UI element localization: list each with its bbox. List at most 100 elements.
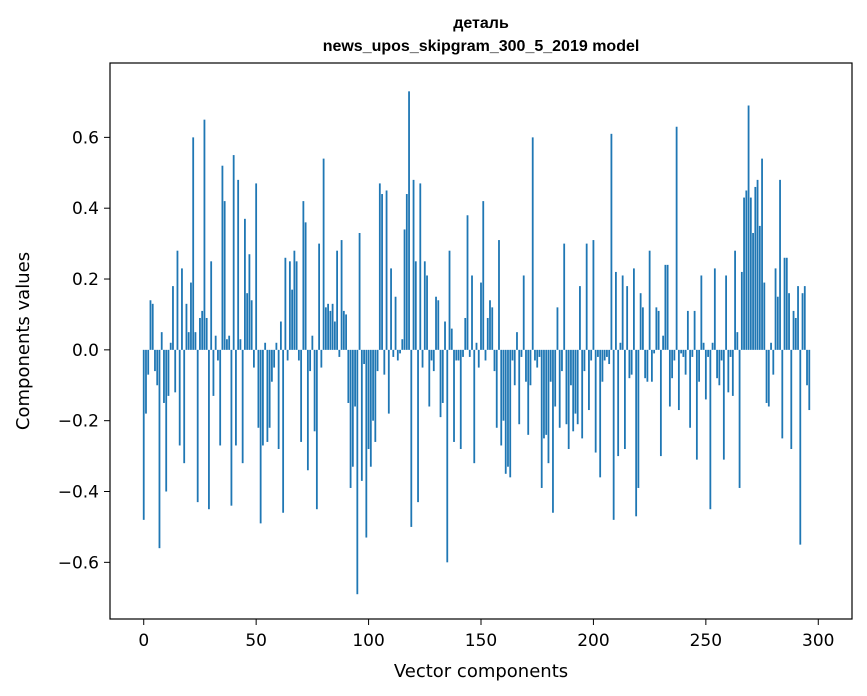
bar: [639, 293, 642, 350]
bar: [603, 349, 606, 361]
bar: [689, 349, 692, 428]
bar: [185, 303, 188, 350]
bar: [493, 349, 496, 372]
x-tick-label: 100: [352, 631, 384, 651]
bar: [378, 183, 381, 350]
bar: [408, 91, 410, 350]
bar: [770, 342, 772, 350]
bar: [226, 339, 228, 350]
bar: [174, 349, 177, 393]
bar: [351, 349, 354, 467]
bar: [543, 349, 545, 439]
bar: [286, 349, 289, 361]
bar: [498, 240, 500, 350]
bar: [772, 349, 775, 375]
bar: [783, 257, 786, 350]
bar: [318, 243, 321, 350]
bar: [399, 349, 401, 354]
bar: [781, 349, 784, 439]
bar: [756, 179, 759, 350]
bar: [210, 261, 213, 350]
bar: [412, 179, 415, 350]
bar: [630, 349, 633, 375]
bar: [531, 137, 534, 350]
bar: [387, 349, 390, 414]
x-tick-label: 300: [802, 631, 834, 651]
bar: [426, 275, 428, 350]
bar: [336, 250, 338, 350]
bar: [556, 307, 559, 350]
bar: [214, 335, 217, 350]
chart-title-line2: news_upos_skipgram_300_5_2019 model: [323, 38, 640, 55]
bar: [288, 261, 291, 350]
bar: [549, 349, 552, 382]
bar: [538, 349, 541, 357]
y-tick-label: 0.6: [72, 128, 99, 148]
bar: [561, 349, 563, 372]
bar: [475, 342, 478, 350]
bar: [183, 349, 186, 464]
bar: [311, 335, 314, 350]
bar: [484, 349, 487, 361]
x-tick-label: 150: [465, 631, 497, 651]
bar: [774, 268, 777, 350]
bar: [797, 286, 799, 350]
bar: [421, 349, 424, 368]
bar: [381, 194, 383, 350]
bar: [423, 261, 426, 350]
bar: [199, 317, 201, 350]
bar: [525, 349, 527, 382]
bar: [534, 349, 536, 361]
bar: [295, 261, 298, 350]
bar: [554, 349, 557, 407]
bar: [217, 349, 219, 361]
bar: [327, 303, 329, 350]
bar: [414, 261, 417, 350]
bar: [565, 349, 568, 425]
bar: [390, 268, 392, 350]
bar: [776, 296, 779, 350]
bar: [306, 349, 309, 471]
bar: [767, 349, 770, 407]
bar: [446, 349, 449, 563]
bar: [156, 349, 159, 386]
bar: [253, 349, 255, 368]
bar: [255, 183, 258, 350]
bar: [597, 349, 599, 357]
bar: [320, 349, 323, 368]
x-tick-label: 50: [245, 631, 267, 651]
bar: [158, 349, 161, 549]
bar: [693, 310, 696, 350]
bar: [738, 349, 741, 488]
bar: [691, 349, 694, 357]
bar: [410, 349, 413, 527]
bar: [244, 218, 246, 350]
bar: [576, 349, 579, 425]
bar: [601, 349, 604, 382]
bar: [459, 349, 462, 450]
bar: [617, 349, 620, 457]
bar: [509, 349, 512, 478]
bar: [435, 296, 437, 350]
bar: [495, 349, 498, 428]
bar: [477, 349, 480, 368]
bar: [704, 349, 707, 400]
bar: [680, 349, 683, 354]
bar: [342, 310, 345, 350]
bar: [563, 243, 566, 350]
bar: [545, 349, 548, 435]
bar: [803, 286, 806, 350]
bar: [761, 158, 763, 350]
bar: [673, 349, 676, 361]
x-axis-label: Vector components: [394, 661, 568, 682]
bar: [383, 349, 386, 375]
bar: [277, 349, 280, 450]
bar: [579, 286, 581, 350]
bar: [246, 293, 249, 350]
bar: [574, 349, 577, 414]
bar: [142, 349, 145, 520]
bar: [491, 307, 494, 350]
bar: [181, 268, 183, 350]
bar: [160, 332, 163, 350]
bar: [646, 349, 649, 382]
